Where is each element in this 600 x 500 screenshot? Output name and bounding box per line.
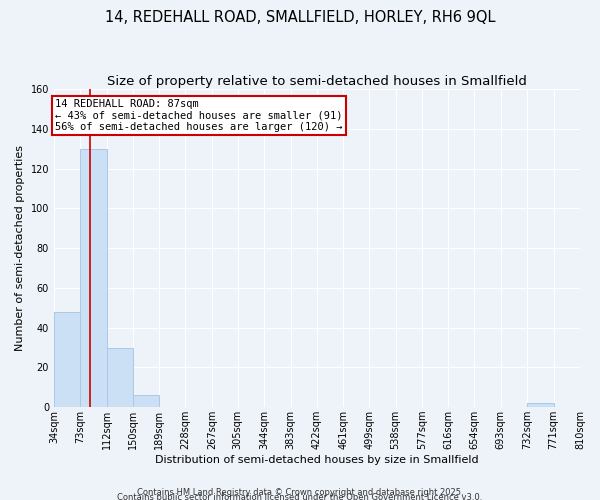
Bar xyxy=(527,403,554,407)
Y-axis label: Number of semi-detached properties: Number of semi-detached properties xyxy=(15,145,25,351)
Bar xyxy=(54,312,80,407)
Text: Contains public sector information licensed under the Open Government Licence v3: Contains public sector information licen… xyxy=(118,493,482,500)
Bar xyxy=(80,149,107,407)
X-axis label: Distribution of semi-detached houses by size in Smallfield: Distribution of semi-detached houses by … xyxy=(155,455,479,465)
Bar xyxy=(133,395,159,407)
Text: 14, REDEHALL ROAD, SMALLFIELD, HORLEY, RH6 9QL: 14, REDEHALL ROAD, SMALLFIELD, HORLEY, R… xyxy=(105,10,495,25)
Text: Contains HM Land Registry data © Crown copyright and database right 2025.: Contains HM Land Registry data © Crown c… xyxy=(137,488,463,497)
Title: Size of property relative to semi-detached houses in Smallfield: Size of property relative to semi-detach… xyxy=(107,75,527,88)
Bar xyxy=(107,348,133,407)
Text: 14 REDEHALL ROAD: 87sqm
← 43% of semi-detached houses are smaller (91)
56% of se: 14 REDEHALL ROAD: 87sqm ← 43% of semi-de… xyxy=(55,99,343,132)
